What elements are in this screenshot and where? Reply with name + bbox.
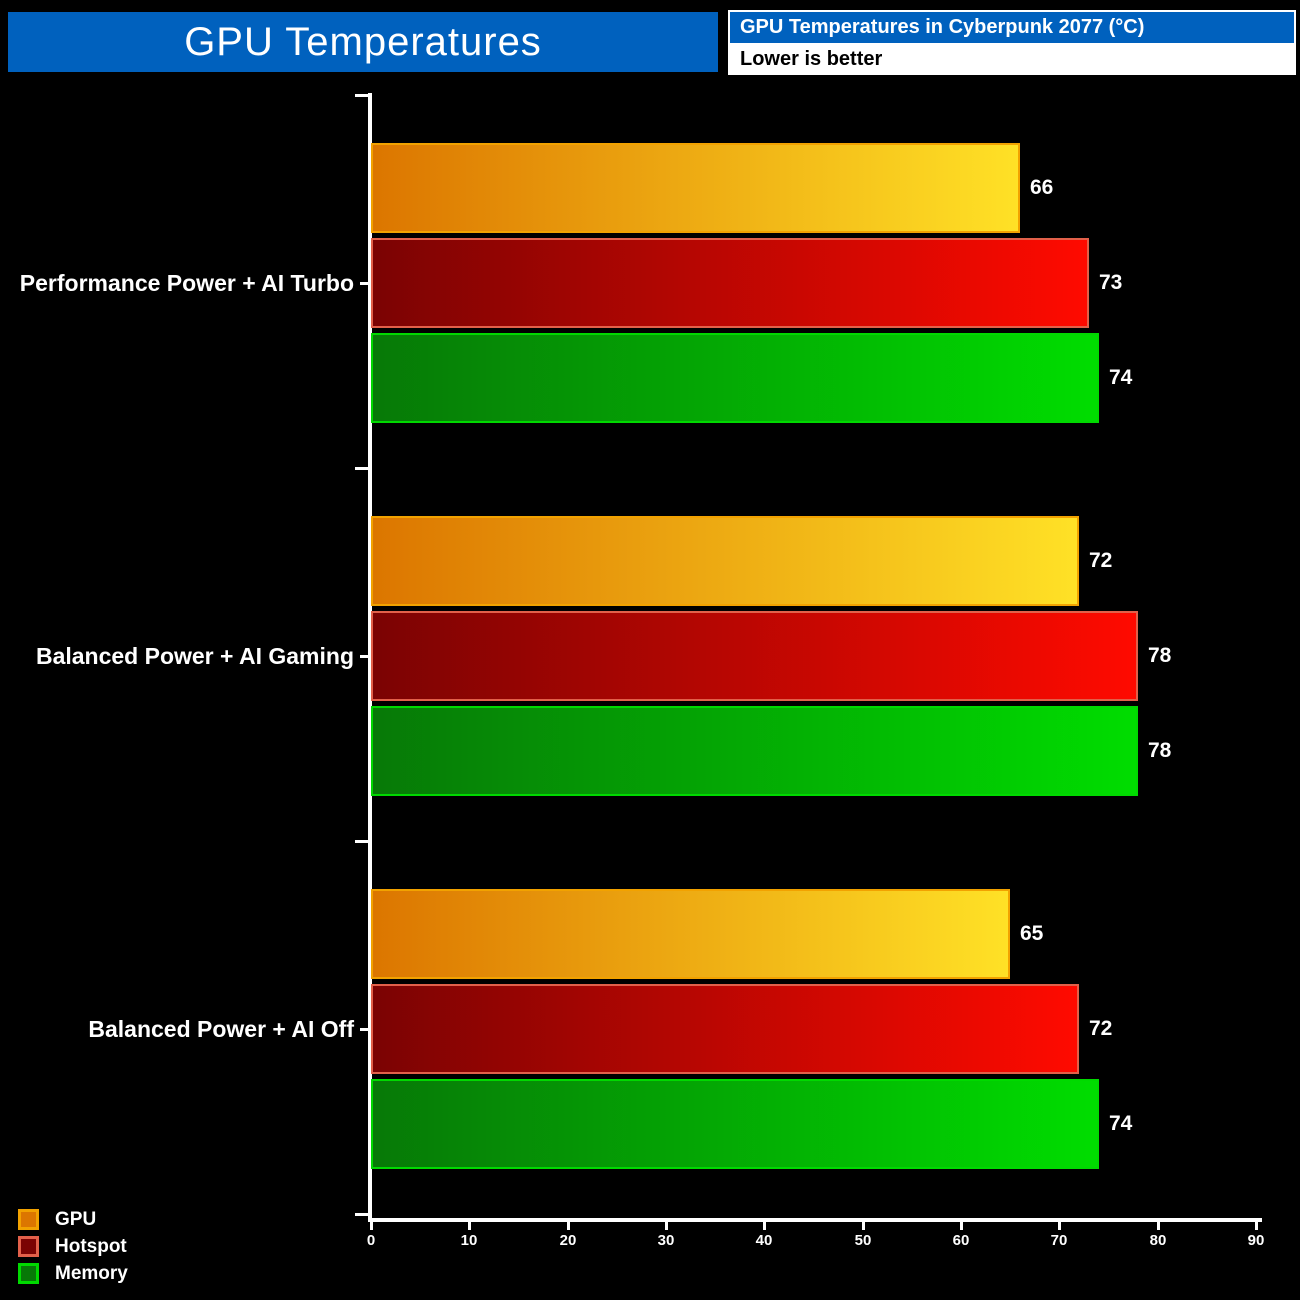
y-axis-boundary-tick <box>355 1213 368 1216</box>
bar-memory <box>371 706 1138 796</box>
y-axis-boundary-tick <box>355 467 368 470</box>
bar-value-label: 74 <box>1109 366 1133 389</box>
legend-label: Hotspot <box>55 1235 127 1257</box>
y-axis-spine <box>368 93 372 1222</box>
x-axis-tick <box>665 1222 668 1230</box>
x-axis-tick <box>763 1222 766 1230</box>
x-axis-tick-label: 30 <box>657 1232 675 1249</box>
bar-gpu <box>371 143 1020 233</box>
chart-title-banner: GPU Temperatures <box>8 12 718 72</box>
x-axis-tick <box>468 1222 471 1230</box>
x-axis-tick <box>567 1222 570 1230</box>
category-label: Performance Power + AI Turbo <box>19 270 354 296</box>
x-axis-tick <box>1157 1222 1160 1230</box>
x-axis-tick-label: 20 <box>559 1232 577 1249</box>
legend-label: Memory <box>55 1262 128 1284</box>
x-axis-tick-label: 70 <box>1050 1232 1068 1249</box>
x-axis-tick-label: 90 <box>1247 1232 1265 1249</box>
x-axis-tick-label: 80 <box>1149 1232 1167 1249</box>
bar-value-label: 65 <box>1020 922 1044 945</box>
y-axis-category-tick <box>360 282 368 285</box>
legend-label: GPU <box>55 1208 97 1230</box>
legend-swatch-hotspot-icon <box>18 1236 39 1257</box>
x-axis-tick-label: 0 <box>366 1232 376 1249</box>
legend: GPU Hotspot Memory <box>18 1206 128 1287</box>
bar-hotspot <box>371 238 1089 328</box>
x-axis-tick-label: 60 <box>952 1232 970 1249</box>
lower-is-better-note: Lower is better <box>740 47 883 70</box>
bar-value-label: 66 <box>1030 176 1054 199</box>
legend-item-hotspot: Hotspot <box>18 1233 128 1260</box>
bar-value-label: 72 <box>1089 549 1113 572</box>
legend-swatch-memory-icon <box>18 1263 39 1284</box>
y-axis-category-tick <box>360 1028 368 1031</box>
bar-hotspot <box>371 611 1138 701</box>
bar-value-label: 78 <box>1148 739 1172 762</box>
bar-value-label: 74 <box>1109 1112 1133 1135</box>
x-axis-tick-label: 10 <box>460 1232 478 1249</box>
legend-item-memory: Memory <box>18 1260 128 1287</box>
category-label: Balanced Power + AI Gaming <box>35 643 354 669</box>
x-axis-tick <box>1255 1222 1258 1230</box>
chart-subtitle: GPU Temperatures in Cyberpunk 2077 (°C) <box>740 16 1145 38</box>
x-axis-tick-label: 50 <box>854 1232 872 1249</box>
x-axis-tick <box>370 1222 373 1230</box>
x-axis-tick <box>960 1222 963 1230</box>
bar-value-label: 72 <box>1089 1017 1113 1040</box>
bar-value-label: 73 <box>1099 271 1123 294</box>
category-label: Balanced Power + AI Off <box>88 1016 354 1042</box>
bar-gpu <box>371 516 1079 606</box>
x-axis-tick <box>1058 1222 1061 1230</box>
x-axis-spine <box>368 1218 1262 1222</box>
chart-title: GPU Temperatures <box>184 19 542 64</box>
legend-item-gpu: GPU <box>18 1206 128 1233</box>
bar-hotspot <box>371 984 1079 1074</box>
bar-gpu <box>371 889 1010 979</box>
legend-swatch-gpu-icon <box>18 1209 39 1230</box>
x-axis-tick-label: 40 <box>755 1232 773 1249</box>
info-subtitle-bar: GPU Temperatures in Cyberpunk 2077 (°C) <box>730 12 1294 43</box>
bar-value-label: 78 <box>1148 644 1172 667</box>
info-note-bar: Lower is better <box>730 43 1294 73</box>
bar-memory <box>371 333 1099 423</box>
info-panel: GPU Temperatures in Cyberpunk 2077 (°C) … <box>728 10 1296 75</box>
bar-memory <box>371 1079 1099 1169</box>
x-axis-tick <box>862 1222 865 1230</box>
y-axis-boundary-tick <box>355 840 368 843</box>
y-axis-boundary-tick <box>355 94 368 97</box>
y-axis-category-tick <box>360 655 368 658</box>
